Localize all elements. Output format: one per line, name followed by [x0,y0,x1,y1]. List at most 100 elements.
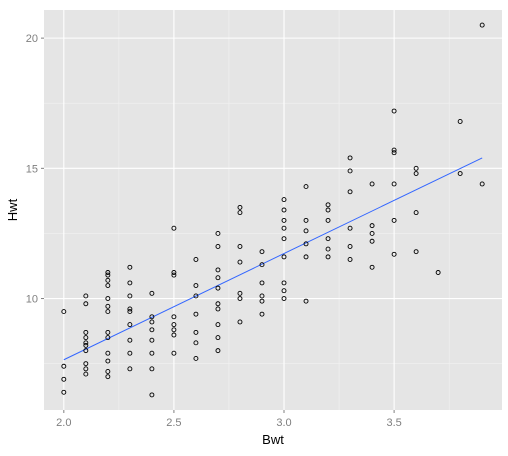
data-point [281,254,287,260]
data-point [303,184,309,190]
data-point [347,155,353,161]
data-point [83,366,89,372]
data-point [347,168,353,174]
data-point [413,165,419,171]
data-point [347,189,353,195]
data-point [259,298,265,304]
data-point [215,348,221,354]
data-point [435,270,441,275]
data-point [391,181,397,187]
data-point [215,285,221,291]
data-point [105,270,111,275]
data-point [127,350,133,356]
data-point [413,171,419,176]
data-point [105,358,111,364]
data-point [281,288,287,294]
points-layer [61,22,485,398]
data-point [149,327,155,333]
data-point [127,264,133,270]
data-point [347,225,353,231]
data-point [347,257,353,262]
data-point [149,392,155,398]
data-point [83,301,89,307]
data-point [215,301,221,307]
data-point [303,217,309,223]
data-point [391,108,397,114]
data-point [303,228,309,234]
data-point [83,329,89,335]
data-point [193,340,199,346]
data-point [127,337,133,343]
data-point [259,311,265,317]
data-point [259,280,265,286]
data-point [237,319,243,325]
data-point [281,225,287,231]
data-point [61,376,67,382]
data-point [303,241,309,247]
data-point [127,280,133,286]
data-point [83,348,89,354]
data-point [193,311,199,317]
data-point [369,238,375,244]
data-point [413,210,419,216]
data-point [127,309,133,315]
data-point [127,366,133,372]
data-point [237,210,243,216]
data-point [391,217,397,223]
data-point [479,22,485,28]
y-tick-label: 15 [26,163,38,175]
data-point [325,207,331,213]
data-point [105,277,111,283]
data-point [83,342,89,348]
data-point [215,267,221,273]
y-axis-ticks: 10 15 20 [26,33,44,306]
data-point [369,181,375,187]
data-point [171,350,177,356]
data-point [171,322,177,328]
data-point [83,335,89,341]
data-point [149,290,155,296]
fit-line-layer [63,157,483,361]
x-tick-label: 3.0 [276,417,291,429]
data-point [347,244,353,249]
data-point [171,225,177,231]
data-point [391,147,397,153]
data-point [391,150,397,156]
data-point [457,119,463,124]
data-point [237,296,243,301]
data-point [149,319,155,325]
data-point [171,327,177,333]
data-point [369,223,375,229]
data-point [83,361,89,367]
data-point [105,374,111,380]
data-point [303,254,309,260]
data-point [215,230,221,236]
data-point [303,298,309,304]
data-point [325,217,331,223]
x-tick-label: 3.5 [386,417,401,429]
data-point [171,332,177,338]
data-point [215,244,221,249]
data-point [105,369,111,374]
data-point [325,202,331,208]
data-point [457,171,463,176]
major-gridlines [44,10,502,410]
data-point [61,309,67,315]
data-point [281,197,287,203]
data-point [325,246,331,252]
data-point [237,259,243,265]
data-point [259,293,265,299]
data-point [171,314,177,320]
data-point [281,217,287,223]
data-point [105,272,111,278]
data-point [215,322,221,328]
y-axis-title: Hwt [5,198,20,221]
x-axis-title: Bwt [262,432,284,447]
data-point [83,371,89,377]
data-point [61,363,67,369]
data-point [215,306,221,312]
data-point [193,329,199,335]
data-point [61,389,67,395]
data-point [127,306,133,312]
